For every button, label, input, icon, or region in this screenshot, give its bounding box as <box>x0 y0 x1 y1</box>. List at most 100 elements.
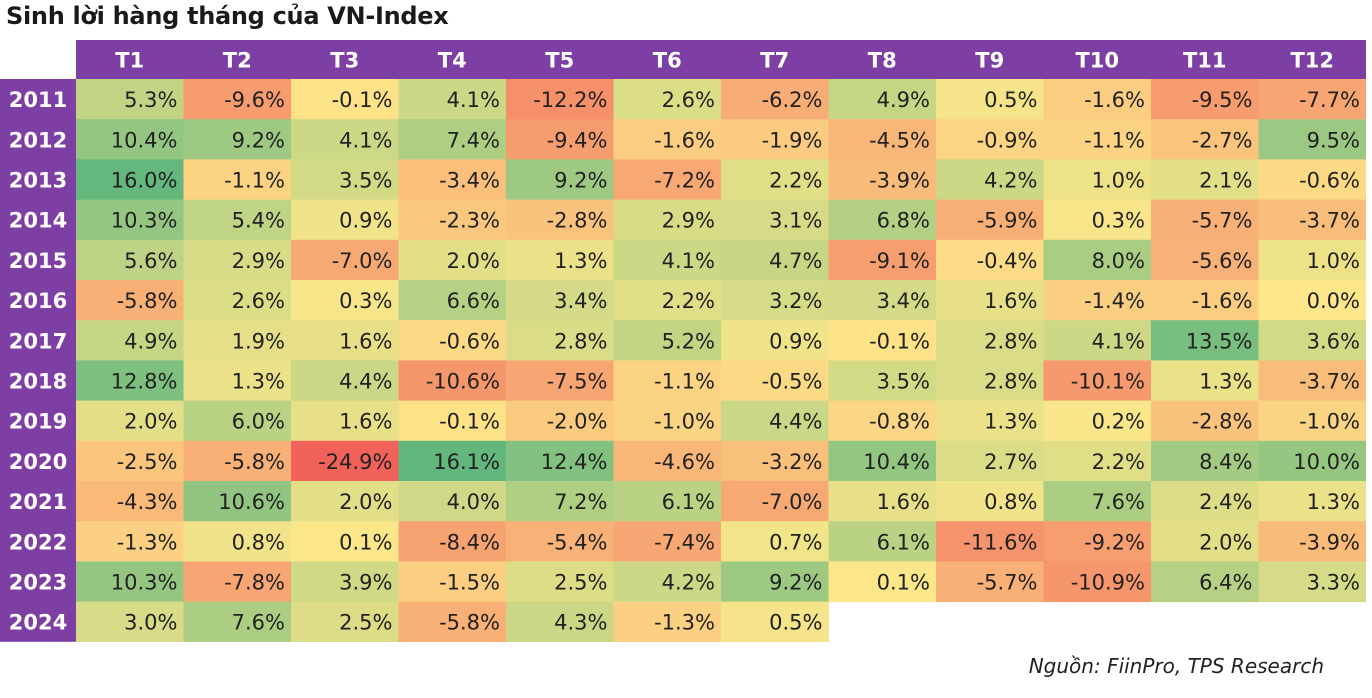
heatmap-cell-2013-t12 <box>1258 159 1366 201</box>
cell-value-2023-t9: -5.7% <box>977 571 1038 595</box>
cell-value-2020-t1: -2.5% <box>117 450 178 474</box>
cell-value-2019-t8: -0.8% <box>869 410 930 434</box>
cell-value-2020-t8: 10.4% <box>863 450 930 474</box>
cell-value-2020-t6: -4.6% <box>654 450 715 474</box>
cell-value-2023-t8: 0.1% <box>877 571 930 595</box>
heatmap-cell-2013-t5 <box>506 159 614 201</box>
heatmap-cell-2015-t12 <box>1258 239 1366 281</box>
column-header-t7: T7 <box>760 49 789 73</box>
cell-value-2013-t7: 2.2% <box>769 169 822 193</box>
heatmap-cell-2016-t4 <box>398 280 507 321</box>
heatmap-cell-2021-t6 <box>613 481 722 522</box>
cell-value-2022-t1: -1.3% <box>117 530 178 554</box>
cell-value-2013-t6: -7.2% <box>654 169 715 193</box>
heatmap-cell-2014-t1 <box>76 199 184 241</box>
heatmap-cell-2017-t7 <box>721 320 829 361</box>
cell-value-2021-t2: 10.6% <box>218 490 285 514</box>
cell-value-2013-t1: 16.0% <box>111 169 178 193</box>
heatmap-cell-2022-t6 <box>613 521 722 562</box>
chart-title: Sinh lời hàng tháng của VN-Index <box>6 2 449 30</box>
row-label-2020: 2020 <box>9 450 67 474</box>
cell-value-2017-t6: 5.2% <box>662 329 715 353</box>
cell-value-2014-t11: -5.7% <box>1192 209 1253 233</box>
heatmap-cell-2015-t1 <box>76 239 184 281</box>
cell-value-2014-t1: 10.3% <box>111 209 178 233</box>
cell-value-2023-t5: 2.5% <box>554 571 607 595</box>
cell-value-2013-t4: -3.4% <box>439 169 500 193</box>
cell-value-2017-t11: 13.5% <box>1186 329 1253 353</box>
cell-value-2023-t10: -10.9% <box>1071 571 1145 595</box>
heatmap-cell-2016-t7 <box>721 280 829 321</box>
cell-value-2012-t10: -1.1% <box>1084 128 1145 152</box>
cell-value-2019-t11: -2.8% <box>1192 410 1253 434</box>
heatmap-cell-2022-t8 <box>828 521 937 562</box>
heatmap-cell-2012-t9 <box>936 119 1044 160</box>
cell-value-2019-t7: 4.4% <box>769 410 822 434</box>
cell-value-2022-t8: 6.1% <box>877 530 930 554</box>
heatmap-cell-2021-t11 <box>1151 481 1259 522</box>
heatmap-cell-2017-t2 <box>183 320 292 361</box>
heatmap-cell-2020-t12 <box>1258 440 1366 482</box>
heatmap-cell-2014-t7 <box>721 199 829 241</box>
heatmap-cell-2013-t8 <box>828 159 937 201</box>
cell-value-2022-t10: -9.2% <box>1084 530 1145 554</box>
heatmap-cell-2019-t9 <box>936 400 1044 442</box>
row-label-2022: 2022 <box>9 530 67 554</box>
heatmap-cell-2019-t3 <box>291 400 399 442</box>
heatmap-cell-2018-t4 <box>398 360 507 402</box>
cell-value-2023-t7: 9.2% <box>769 571 822 595</box>
cell-value-2012-t7: -1.9% <box>762 128 823 152</box>
heatmap-cell-2022-t7 <box>721 521 829 562</box>
cell-value-2019-t6: -1.0% <box>654 410 715 434</box>
cell-value-2018-t6: -1.1% <box>654 370 715 394</box>
heatmap-cell-2023-t11 <box>1151 561 1259 603</box>
cell-value-2019-t12: -1.0% <box>1299 410 1360 434</box>
heatmap-cell-2016-t10 <box>1043 280 1152 321</box>
column-header-t10: T10 <box>1075 49 1119 73</box>
heatmap-cell-2016-t2 <box>183 280 292 321</box>
cell-value-2024-t3: 2.5% <box>339 611 392 635</box>
heatmap-cell-2017-t9 <box>936 320 1044 361</box>
heatmap-cell-2011-t2 <box>183 79 292 120</box>
heatmap-cell-2014-t12 <box>1258 199 1366 241</box>
cell-value-2023-t4: -1.5% <box>439 571 500 595</box>
heatmap-cell-2017-t6 <box>613 320 722 361</box>
heatmap-cell-2018-t5 <box>506 360 614 402</box>
cell-value-2021-t9: 0.8% <box>984 490 1037 514</box>
heatmap-cell-2014-t4 <box>398 199 507 241</box>
cell-value-2021-t7: -7.0% <box>762 490 823 514</box>
heatmap-cell-2024-t4 <box>398 601 507 642</box>
heatmap-cell-2020-t7 <box>721 440 829 482</box>
heatmap: T1 T2 T3 T4 T5 T6 T7 T8 T9 T10 T11 T12 2011 2012 2013… <box>0 40 1366 642</box>
heatmap-cell-2023-t4 <box>398 561 507 603</box>
cell-value-2015-t10: 8.0% <box>1092 249 1145 273</box>
heatmap-cell-2021-t10 <box>1043 481 1152 522</box>
cell-value-2021-t12: 1.3% <box>1307 490 1360 514</box>
cell-value-2015-t9: -0.4% <box>977 249 1038 273</box>
heatmap-cell-2020-t10 <box>1043 440 1152 482</box>
heatmap-cell-2018-t7 <box>721 360 829 402</box>
cell-value-2014-t12: -3.7% <box>1299 209 1360 233</box>
heatmap-cell-2012-t6 <box>613 119 722 160</box>
heatmap-cell-2023-t1 <box>76 561 184 603</box>
heatmap-cell-2013-t4 <box>398 159 507 201</box>
cell-value-2014-t5: -2.8% <box>547 209 608 233</box>
cell-value-2015-t1: 5.6% <box>124 249 177 273</box>
cell-value-2023-t3: 3.9% <box>339 571 392 595</box>
cell-value-2019-t2: 6.0% <box>232 410 285 434</box>
heatmap-cell-2023-t10 <box>1043 561 1152 603</box>
heatmap-cell-2016-t3 <box>291 280 399 321</box>
heatmap-cell-2021-t4 <box>398 481 507 522</box>
cell-value-2017-t10: 4.1% <box>1092 329 1145 353</box>
cell-value-2012-t11: -2.7% <box>1192 128 1253 152</box>
column-header-t4: T4 <box>438 49 467 73</box>
cell-value-2012-t1: 10.4% <box>111 128 178 152</box>
cell-value-2020-t12: 10.0% <box>1293 450 1360 474</box>
heatmap-cell-2024-t3 <box>291 601 399 642</box>
cell-value-2011-t4: 4.1% <box>447 88 500 112</box>
heatmap-cell-2011-t7 <box>721 79 829 120</box>
cell-value-2020-t11: 8.4% <box>1199 450 1252 474</box>
column-header-t8: T8 <box>868 49 897 73</box>
heatmap-cell-2013-t7 <box>721 159 829 201</box>
cell-value-2016-t4: 6.6% <box>447 289 500 313</box>
